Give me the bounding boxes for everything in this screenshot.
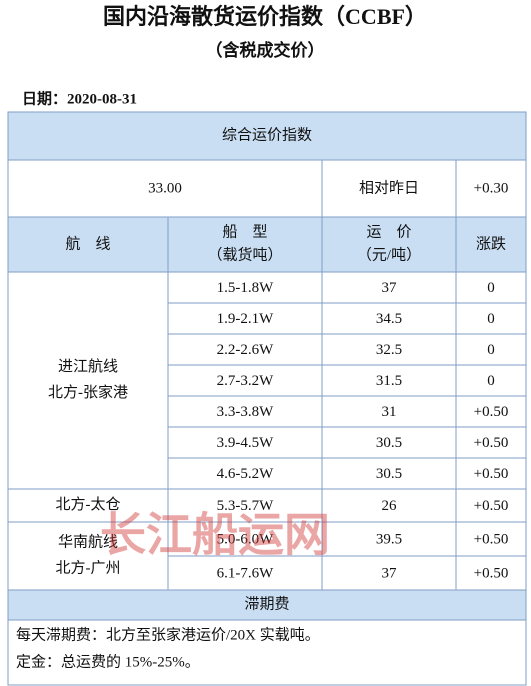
route: 华南航线 bbox=[58, 533, 118, 550]
cell bbox=[455, 457, 527, 490]
cell bbox=[7, 216, 169, 273]
route: 北方-太仓 bbox=[56, 496, 121, 513]
cell-text: +0.50 bbox=[474, 435, 509, 451]
cell-text: 3.9-4.5W bbox=[217, 435, 274, 451]
cell-text: 0 bbox=[487, 342, 495, 358]
cell bbox=[455, 216, 527, 273]
cell-text: 31.5 bbox=[376, 373, 402, 389]
cell-text: +0.50 bbox=[474, 565, 509, 581]
cell bbox=[321, 271, 457, 304]
cell-text: 34.5 bbox=[376, 311, 402, 327]
cell bbox=[455, 426, 527, 459]
cell-text: 26 bbox=[382, 498, 398, 514]
cell bbox=[455, 521, 527, 557]
date: 日期：2020-08-31 bbox=[22, 89, 137, 107]
cell bbox=[167, 216, 323, 273]
cell-text: 30.5 bbox=[376, 466, 402, 482]
cell-text: 0 bbox=[487, 311, 495, 327]
cell bbox=[167, 302, 323, 335]
watermark: 长江船运网 bbox=[100, 510, 330, 561]
cell bbox=[455, 302, 527, 335]
cell bbox=[321, 457, 457, 490]
index-value: 33.00 bbox=[148, 180, 182, 196]
cell-text: 0 bbox=[487, 373, 495, 389]
cell bbox=[167, 555, 323, 591]
cell-text: 4.6-5.2W bbox=[217, 466, 274, 482]
cell bbox=[321, 159, 457, 218]
cell bbox=[7, 521, 169, 591]
cell bbox=[455, 333, 527, 366]
column-header: 涨跌 bbox=[476, 235, 506, 252]
cell-text: +0.50 bbox=[474, 466, 509, 482]
cell-text: 3.3-3.8W bbox=[217, 404, 274, 420]
cell bbox=[7, 111, 527, 161]
column-header: 船 型 bbox=[222, 223, 267, 240]
cell-text: 2.2-2.6W bbox=[217, 342, 274, 358]
index-title: 综合运价指数 bbox=[222, 126, 312, 143]
cell bbox=[167, 457, 323, 490]
title: 国内沿海散货运价指数（CCBF） bbox=[103, 4, 427, 29]
cell bbox=[455, 159, 527, 218]
cell-text: 30.5 bbox=[376, 435, 402, 451]
compare-value: +0.30 bbox=[474, 180, 509, 196]
compare-label: 相对昨日 bbox=[359, 179, 419, 196]
cell-text: 1.9-2.1W bbox=[217, 311, 274, 327]
cell bbox=[321, 333, 457, 366]
cell bbox=[455, 555, 527, 591]
column-header: 运 价 bbox=[366, 223, 411, 240]
cell bbox=[455, 364, 527, 397]
cell bbox=[321, 395, 457, 428]
cell bbox=[455, 271, 527, 304]
route: 进江航线 bbox=[58, 358, 118, 375]
note: 每天滞期费：北方至张家港运价/20X 实载吨。 bbox=[16, 626, 320, 643]
subtitle: （含税成交价） bbox=[206, 40, 325, 60]
cell-text: 2.7-3.2W bbox=[217, 373, 274, 389]
route: 北方-张家港 bbox=[48, 384, 128, 401]
cell-text: 5.3-5.7W bbox=[217, 498, 274, 514]
cell-text: 32.5 bbox=[376, 342, 402, 358]
cell bbox=[321, 364, 457, 397]
cell bbox=[455, 395, 527, 428]
cell-text: 1.5-1.8W bbox=[217, 280, 274, 296]
cell bbox=[7, 159, 323, 218]
cell bbox=[167, 364, 323, 397]
route: 北方-广州 bbox=[56, 559, 121, 576]
cell bbox=[7, 271, 169, 490]
column-header: （元/吨） bbox=[357, 246, 421, 263]
cell-text: 37 bbox=[382, 280, 398, 296]
cell bbox=[167, 521, 323, 557]
cell-text: 39.5 bbox=[376, 531, 402, 547]
column-header: （载货吨） bbox=[207, 246, 282, 263]
column-header: 航 线 bbox=[65, 235, 110, 252]
cell bbox=[167, 395, 323, 428]
cell-text: +0.50 bbox=[474, 404, 509, 420]
demurrage-title: 滞期费 bbox=[244, 595, 289, 612]
cell-text: 6.1-7.6W bbox=[217, 565, 274, 581]
cell-text: 5.0-6.0W bbox=[217, 531, 274, 547]
cell-text: 31 bbox=[382, 404, 397, 420]
cell bbox=[7, 619, 527, 686]
cell-text: 37 bbox=[382, 565, 398, 581]
cell-text: 0 bbox=[487, 280, 495, 296]
cell-text: +0.50 bbox=[474, 498, 509, 514]
note: 定金：总运费的 15%-25%。 bbox=[16, 653, 200, 670]
cell-text: +0.50 bbox=[474, 531, 509, 547]
cell bbox=[321, 521, 457, 557]
cell bbox=[167, 488, 323, 523]
